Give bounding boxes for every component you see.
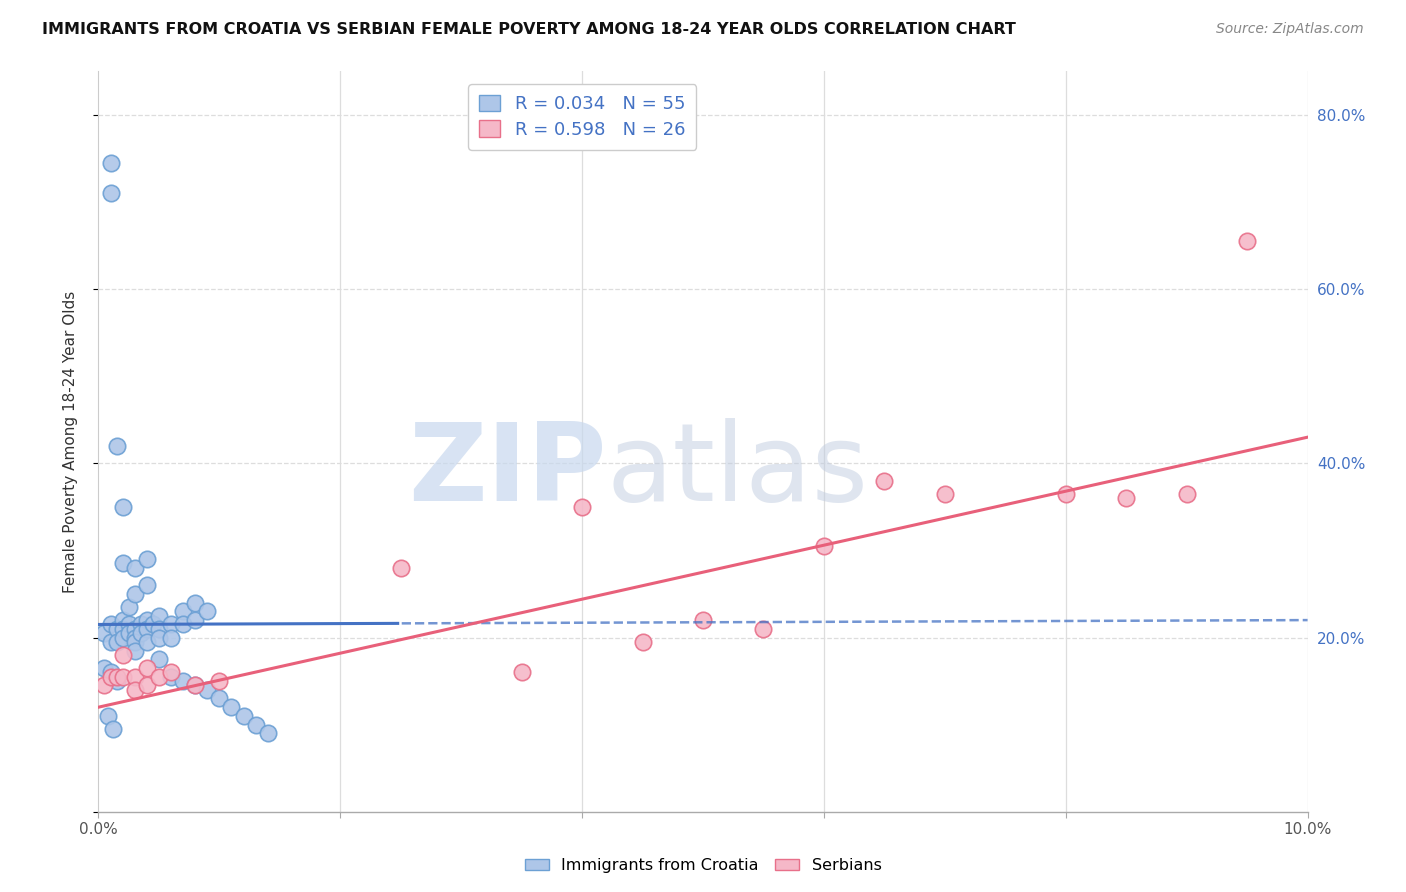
Point bbox=[148, 608, 170, 623]
Point bbox=[195, 604, 218, 618]
Point bbox=[135, 622, 157, 636]
Point bbox=[148, 670, 170, 684]
Point bbox=[1236, 234, 1258, 248]
Point bbox=[221, 700, 243, 714]
Point bbox=[100, 635, 122, 649]
Point bbox=[184, 678, 207, 692]
Point bbox=[111, 631, 134, 645]
Point bbox=[124, 622, 146, 636]
Text: Source: ZipAtlas.com: Source: ZipAtlas.com bbox=[1216, 22, 1364, 37]
Point bbox=[100, 665, 122, 680]
Point bbox=[184, 678, 207, 692]
Point bbox=[105, 674, 128, 689]
Point bbox=[160, 670, 183, 684]
Point bbox=[124, 682, 146, 697]
Point bbox=[245, 717, 267, 731]
Point bbox=[184, 596, 207, 610]
Point bbox=[111, 670, 134, 684]
Point bbox=[129, 617, 152, 632]
Point bbox=[100, 670, 122, 684]
Point bbox=[1054, 487, 1077, 501]
Point bbox=[124, 587, 146, 601]
Point bbox=[129, 626, 152, 640]
Point bbox=[571, 500, 593, 514]
Point bbox=[135, 578, 157, 592]
Point bbox=[124, 635, 146, 649]
Point bbox=[172, 604, 194, 618]
Point bbox=[93, 626, 115, 640]
Point bbox=[111, 622, 134, 636]
Point bbox=[195, 682, 218, 697]
Point bbox=[1175, 487, 1198, 501]
Y-axis label: Female Poverty Among 18-24 Year Olds: Female Poverty Among 18-24 Year Olds bbox=[63, 291, 77, 592]
Point bbox=[105, 439, 128, 453]
Point bbox=[100, 617, 122, 632]
Point bbox=[184, 613, 207, 627]
Point bbox=[389, 561, 412, 575]
Point bbox=[101, 722, 124, 736]
Point bbox=[692, 613, 714, 627]
Point bbox=[124, 643, 146, 657]
Point bbox=[135, 661, 157, 675]
Point bbox=[124, 561, 146, 575]
Point bbox=[111, 500, 134, 514]
Point bbox=[172, 617, 194, 632]
Point bbox=[160, 665, 183, 680]
Point bbox=[172, 674, 194, 689]
Point bbox=[148, 622, 170, 636]
Point bbox=[111, 557, 134, 571]
Point bbox=[160, 617, 183, 632]
Point bbox=[111, 613, 134, 627]
Text: atlas: atlas bbox=[606, 418, 869, 524]
Point bbox=[148, 652, 170, 666]
Point bbox=[118, 617, 141, 632]
Point bbox=[813, 539, 835, 553]
Point bbox=[873, 474, 896, 488]
Point bbox=[256, 726, 278, 740]
Point bbox=[105, 670, 128, 684]
Point bbox=[1115, 491, 1137, 505]
Point bbox=[135, 635, 157, 649]
Legend: Immigrants from Croatia, Serbians: Immigrants from Croatia, Serbians bbox=[519, 852, 887, 880]
Point bbox=[631, 635, 654, 649]
Point bbox=[111, 648, 134, 662]
Text: IMMIGRANTS FROM CROATIA VS SERBIAN FEMALE POVERTY AMONG 18-24 YEAR OLDS CORRELAT: IMMIGRANTS FROM CROATIA VS SERBIAN FEMAL… bbox=[42, 22, 1017, 37]
Point bbox=[934, 487, 956, 501]
Point bbox=[752, 622, 775, 636]
Point bbox=[118, 600, 141, 615]
Point bbox=[97, 709, 120, 723]
Point bbox=[208, 674, 231, 689]
Legend: R = 0.034   N = 55, R = 0.598   N = 26: R = 0.034 N = 55, R = 0.598 N = 26 bbox=[468, 84, 696, 150]
Point bbox=[100, 156, 122, 170]
Point bbox=[105, 622, 128, 636]
Point bbox=[93, 661, 115, 675]
Point bbox=[93, 678, 115, 692]
Point bbox=[124, 670, 146, 684]
Point bbox=[142, 617, 165, 632]
Point bbox=[160, 631, 183, 645]
Point bbox=[105, 635, 128, 649]
Point bbox=[208, 691, 231, 706]
Point bbox=[148, 631, 170, 645]
Point bbox=[135, 613, 157, 627]
Point bbox=[135, 552, 157, 566]
Text: ZIP: ZIP bbox=[408, 418, 606, 524]
Point bbox=[124, 631, 146, 645]
Point bbox=[510, 665, 533, 680]
Point bbox=[100, 186, 122, 201]
Point bbox=[118, 626, 141, 640]
Point bbox=[232, 709, 254, 723]
Point bbox=[135, 678, 157, 692]
